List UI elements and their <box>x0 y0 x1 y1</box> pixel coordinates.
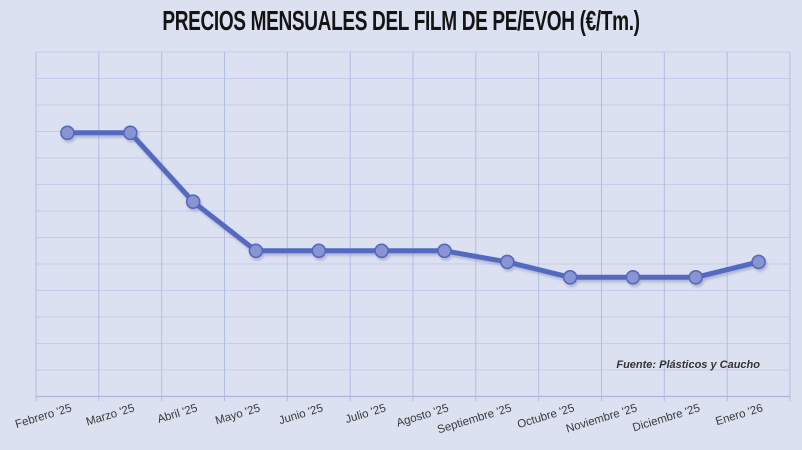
data-point-marker <box>374 243 389 259</box>
x-axis-label: Abril '25 <box>156 402 199 426</box>
x-axis-label: Mayo '25 <box>214 402 262 427</box>
source-annotation: Fuente: Plásticos y Caucho <box>616 359 760 371</box>
x-axis-label: Enero '26 <box>714 402 764 428</box>
data-point-marker <box>185 194 201 209</box>
x-axis-label: Febrero '25 <box>14 402 73 431</box>
data-point-marker <box>123 125 138 141</box>
price-series <box>60 125 766 285</box>
data-point-marker <box>625 269 641 285</box>
data-point-marker <box>688 269 704 285</box>
x-axis-labels: Febrero '25 Marzo '25 Abril '25 Mayo '25 Jun… <box>14 402 765 436</box>
data-point-marker <box>60 125 75 141</box>
data-point-marker <box>499 254 515 270</box>
x-axis-label: Junio '25 <box>277 402 324 427</box>
data-point-marker <box>437 243 452 259</box>
data-point-marker <box>311 243 327 259</box>
data-point-marker <box>751 254 766 270</box>
price-line <box>64 130 762 280</box>
data-point-marker <box>248 243 264 259</box>
x-axis-label: Julio '25 <box>344 402 388 426</box>
vertical-gridlines <box>35 52 791 397</box>
x-axis-label: Marzo '25 <box>85 402 136 428</box>
chart-title: PRECIOS MENSUALES DEL FILM DE PE/EVOH (€… <box>162 5 640 36</box>
x-axis-label: Noviembre '25 <box>565 402 639 435</box>
x-axis-label: Diciembre '25 <box>631 402 701 434</box>
x-axis <box>35 395 791 401</box>
data-point-marker <box>562 269 578 285</box>
